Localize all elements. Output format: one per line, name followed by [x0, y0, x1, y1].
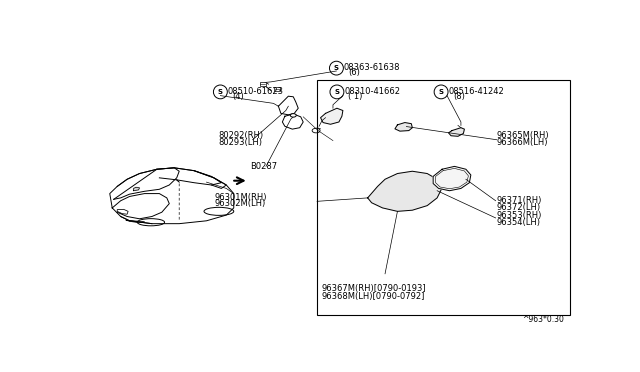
Text: 96366M(LH): 96366M(LH): [497, 138, 548, 147]
Text: 96354(LH): 96354(LH): [497, 218, 541, 227]
Text: ^963*0.30: ^963*0.30: [522, 315, 564, 324]
Text: 80293(LH): 80293(LH): [218, 138, 262, 147]
Text: 96301M(RH): 96301M(RH): [215, 193, 268, 202]
Text: S: S: [334, 65, 339, 71]
Text: (8): (8): [453, 92, 465, 101]
Text: 96372(LH): 96372(LH): [497, 203, 541, 212]
Text: 96302M(LH): 96302M(LH): [215, 199, 266, 208]
Text: 96365M(RH): 96365M(RH): [497, 131, 549, 140]
Text: 08310-41662: 08310-41662: [344, 87, 401, 96]
FancyBboxPatch shape: [260, 82, 266, 86]
Text: (4): (4): [232, 92, 244, 101]
Polygon shape: [321, 108, 343, 124]
Polygon shape: [367, 171, 442, 211]
Polygon shape: [433, 166, 471, 191]
FancyBboxPatch shape: [275, 87, 280, 91]
FancyBboxPatch shape: [317, 80, 570, 315]
Circle shape: [291, 114, 296, 117]
Polygon shape: [449, 128, 465, 136]
Text: (6): (6): [348, 68, 360, 77]
Polygon shape: [395, 122, 412, 131]
Text: 80292(RH): 80292(RH): [218, 131, 263, 140]
Text: S: S: [335, 89, 339, 95]
Text: 96371(RH): 96371(RH): [497, 196, 542, 205]
Text: 96367M(RH)[0790-0193]: 96367M(RH)[0790-0193]: [321, 284, 426, 293]
Text: 08516-41242: 08516-41242: [449, 87, 504, 96]
Text: 96353(RH): 96353(RH): [497, 211, 542, 219]
Text: ( 1): ( 1): [348, 92, 363, 101]
Text: B0287: B0287: [250, 162, 276, 171]
Text: S: S: [438, 89, 444, 95]
Text: 96368M(LH)[0790-0792]: 96368M(LH)[0790-0792]: [321, 292, 425, 301]
Text: S: S: [218, 89, 223, 95]
Text: 08363-61638: 08363-61638: [344, 63, 401, 72]
Polygon shape: [134, 187, 140, 191]
Text: 08510-61623: 08510-61623: [228, 87, 284, 96]
